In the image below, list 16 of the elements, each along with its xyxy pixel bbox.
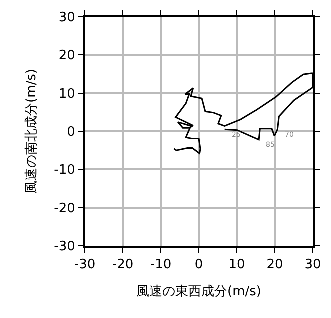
x-tick-label: 20 [266, 258, 284, 273]
y-tick-label: 30 [58, 10, 76, 26]
y-tick-label: 10 [58, 86, 76, 102]
x-tick-label: 10 [228, 258, 246, 273]
y-tick-label: 0 [67, 125, 76, 140]
x-tick-label: -10 [150, 258, 172, 273]
x-tick-label: 0 [194, 258, 204, 273]
y-tick-label: -10 [54, 163, 76, 178]
x-tick-label: -30 [74, 258, 96, 273]
y-tick-label: 20 [58, 48, 76, 64]
y-axis-title: 風速の南北成分(m/s) [24, 69, 40, 194]
x-tick-label: 30 [304, 258, 322, 273]
x-tick-label: -20 [112, 258, 134, 273]
y-tick-label: -20 [54, 201, 76, 216]
x-axis-title: 風速の東西成分(m/s) [136, 284, 262, 300]
y-tick-label: -30 [54, 240, 76, 255]
